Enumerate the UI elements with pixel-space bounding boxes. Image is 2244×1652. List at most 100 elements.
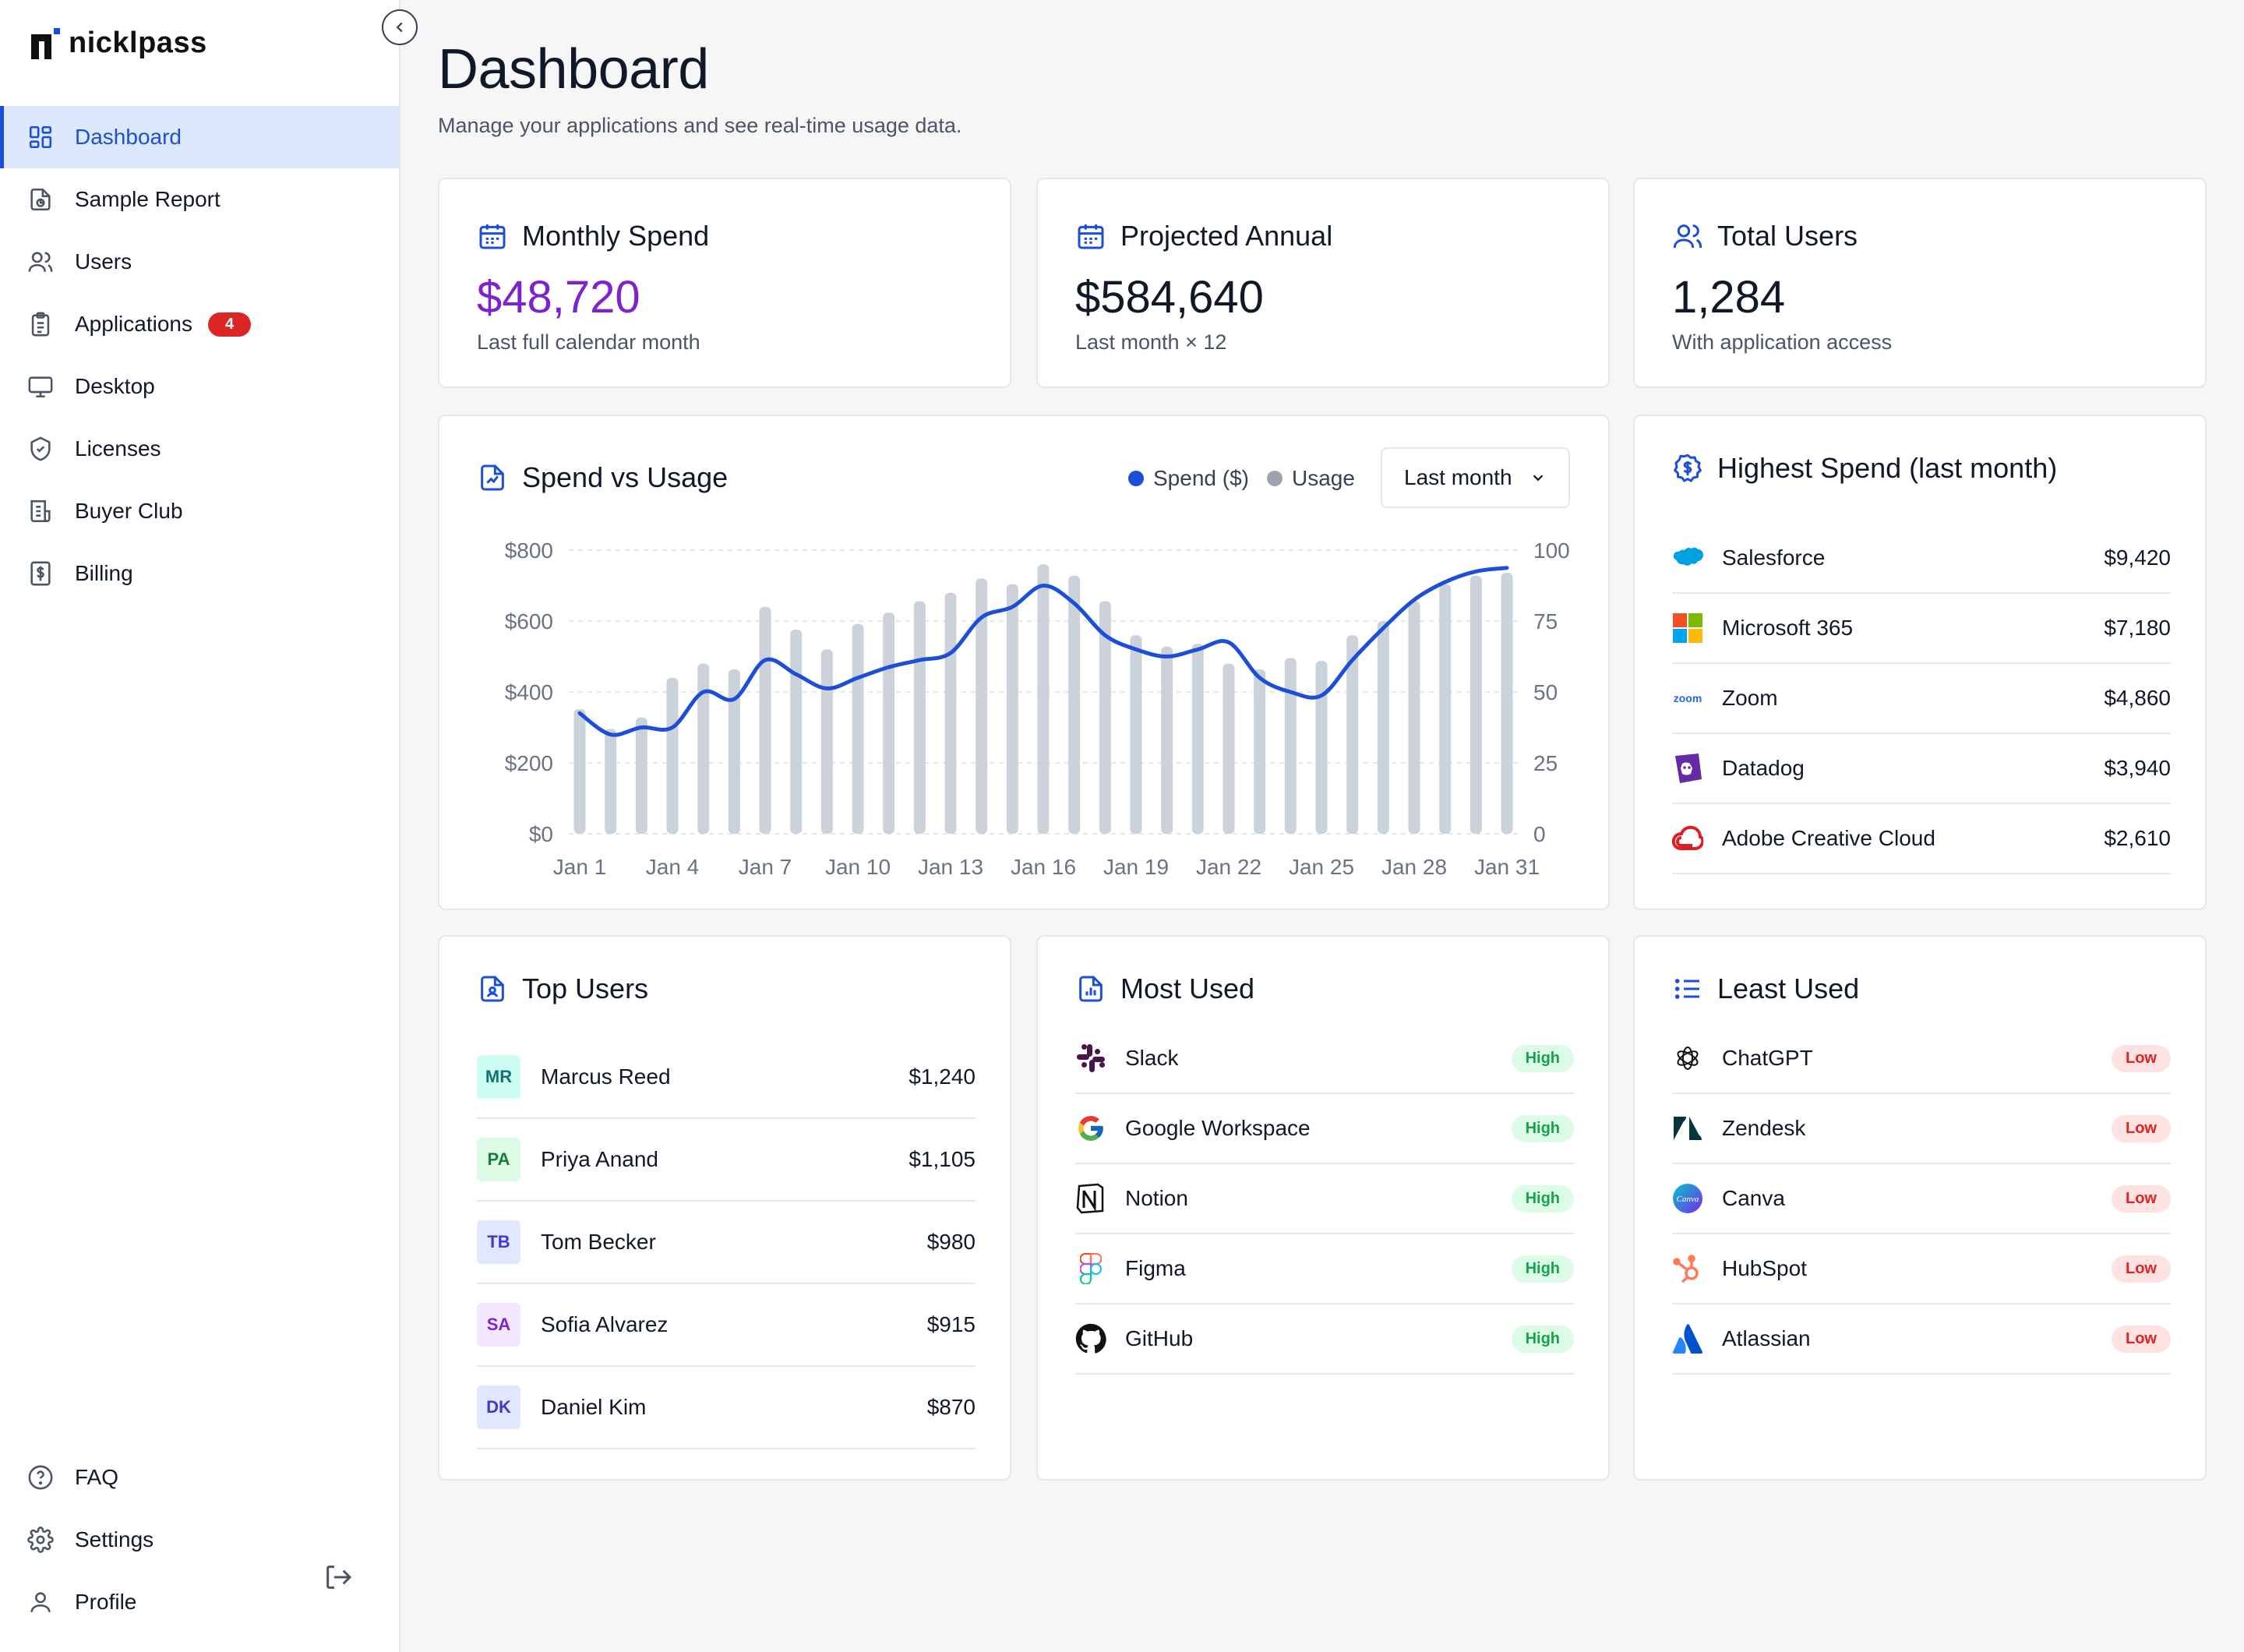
sidebar-item-settings[interactable]: Settings bbox=[0, 1509, 399, 1571]
sidebar-item-label: Licenses bbox=[75, 436, 161, 461]
usage-bar bbox=[1501, 573, 1513, 834]
sidebar-item-applications[interactable]: Applications 4 bbox=[0, 293, 399, 355]
y-left-tick-label: $200 bbox=[505, 751, 553, 775]
usage-bar bbox=[1037, 564, 1050, 834]
usage-level-badge: High bbox=[1511, 1325, 1574, 1353]
usage-level-badge: Low bbox=[2112, 1325, 2171, 1353]
stat-subtext: Last month × 12 bbox=[1075, 330, 1227, 354]
x-tick-label: Jan 7 bbox=[739, 855, 792, 879]
app-usage-row[interactable]: Figma High bbox=[1075, 1234, 1574, 1304]
stat-value: $48,720 bbox=[477, 272, 640, 323]
card-title: Top Users bbox=[477, 972, 648, 1005]
brand-logo[interactable]: nicklpass bbox=[31, 26, 207, 60]
sidebar-item-label: Settings bbox=[75, 1527, 154, 1551]
usage-bar bbox=[1470, 575, 1482, 834]
stat-value: 1,284 bbox=[1672, 272, 1786, 323]
sidebar-item-profile[interactable]: Profile bbox=[0, 1571, 399, 1633]
user-row[interactable]: PA Priya Anand $1,105 bbox=[477, 1119, 976, 1202]
svg-text:Canva: Canva bbox=[1677, 1195, 1699, 1204]
usage-bar bbox=[1223, 663, 1235, 834]
app-usage-row[interactable]: ChatGPT Low bbox=[1672, 1024, 2171, 1094]
sidebar-item-label: Users bbox=[75, 249, 132, 274]
highest-spend-row[interactable]: zoom Zoom $4,860 bbox=[1672, 664, 2171, 734]
app-usage-row[interactable]: Google Workspace High bbox=[1075, 1094, 1574, 1164]
usage-bar bbox=[976, 578, 988, 834]
logout-icon[interactable] bbox=[323, 1562, 357, 1596]
usage-level-badge: High bbox=[1511, 1044, 1574, 1072]
sidebar-item-users[interactable]: Users bbox=[0, 231, 399, 293]
app-name: Notion bbox=[1125, 1186, 1188, 1210]
sidebar-item-label: Billing bbox=[75, 561, 133, 585]
app-usage-row[interactable]: Notion High bbox=[1075, 1164, 1574, 1234]
sidebar-item-label: Dashboard bbox=[75, 125, 182, 149]
usage-level-badge: Low bbox=[2112, 1114, 2171, 1142]
app-usage-row[interactable]: GitHub High bbox=[1075, 1304, 1574, 1375]
adobe-cc-icon bbox=[1672, 823, 1703, 854]
highest-spend-card: Highest Spend (last month) Salesforce $9,… bbox=[1633, 415, 2207, 910]
usage-bar bbox=[697, 663, 710, 834]
app-usage-row[interactable]: Atlassian Low bbox=[1672, 1304, 2171, 1375]
x-tick-label: Jan 28 bbox=[1381, 855, 1447, 879]
chart-doc-icon bbox=[481, 464, 504, 491]
app-usage-row[interactable]: Canva Canva Low bbox=[1672, 1164, 2171, 1234]
user-row[interactable]: MR Marcus Reed $1,240 bbox=[477, 1036, 976, 1119]
collapse-sidebar-button[interactable] bbox=[382, 9, 418, 45]
highest-spend-row[interactable]: Adobe Creative Cloud $2,610 bbox=[1672, 804, 2171, 874]
app-name: Microsoft 365 bbox=[1722, 616, 1854, 640]
card-title: Monthly Spend bbox=[477, 220, 709, 252]
sidebar-item-label: Profile bbox=[75, 1590, 137, 1614]
usage-level-badge: Low bbox=[2112, 1044, 2171, 1072]
usage-bar bbox=[1006, 584, 1018, 834]
chatgpt-icon bbox=[1672, 1043, 1703, 1074]
salesforce-icon bbox=[1672, 542, 1703, 574]
usage-bar bbox=[944, 592, 957, 834]
sidebar-item-dashboard[interactable]: Dashboard bbox=[0, 106, 399, 168]
usage-bar bbox=[605, 729, 617, 834]
user-spend-amount: $915 bbox=[926, 1312, 976, 1336]
user-row[interactable]: TB Tom Becker $980 bbox=[477, 1202, 976, 1284]
card-title: Spend vs Usage bbox=[477, 461, 728, 494]
app-name: Canva bbox=[1722, 1186, 1785, 1210]
period-select[interactable]: Last month bbox=[1381, 447, 1570, 508]
app-usage-row[interactable]: HubSpot Low bbox=[1672, 1234, 2171, 1304]
app-usage-row[interactable]: Zendesk Low bbox=[1672, 1094, 2171, 1164]
highest-spend-row[interactable]: Datadog $3,940 bbox=[1672, 734, 2171, 804]
sidebar-item-label: Buyer Club bbox=[75, 499, 183, 523]
app-usage-row[interactable]: Slack High bbox=[1075, 1024, 1574, 1094]
user-row[interactable]: SA Sofia Alvarez $915 bbox=[477, 1284, 976, 1367]
least-used-card: Least Used ChatGPT Low Zendesk Low Canva Canv… bbox=[1633, 935, 2207, 1481]
highest-spend-row[interactable]: Salesforce $9,420 bbox=[1672, 524, 2171, 594]
usage-level-badge: High bbox=[1511, 1114, 1574, 1142]
app-name: Figma bbox=[1125, 1256, 1186, 1280]
sidebar-item-faq[interactable]: FAQ bbox=[0, 1446, 399, 1509]
canva-icon: Canva bbox=[1672, 1183, 1703, 1214]
users-icon bbox=[26, 248, 55, 276]
sidebar-item-licenses[interactable]: Licenses bbox=[0, 418, 399, 480]
app-name: Datadog bbox=[1722, 756, 1805, 780]
slack-icon bbox=[1075, 1043, 1106, 1074]
app-name: Google Workspace bbox=[1125, 1116, 1311, 1140]
notion-icon bbox=[1075, 1183, 1106, 1214]
highest-spend-row[interactable]: Microsoft 365 $7,180 bbox=[1672, 594, 2171, 664]
usage-bar bbox=[573, 708, 586, 834]
app-name: Zendesk bbox=[1722, 1116, 1806, 1140]
sidebar-item-sample-report[interactable]: Sample Report bbox=[0, 168, 399, 231]
avatar: MR bbox=[477, 1055, 520, 1099]
sidebar-item-billing[interactable]: Billing bbox=[0, 542, 399, 605]
x-tick-label: Jan 25 bbox=[1289, 855, 1354, 879]
usage-bar bbox=[1254, 669, 1266, 834]
sidebar-item-desktop[interactable]: Desktop bbox=[0, 355, 399, 418]
spend-vs-usage-card: Spend vs Usage Spend ($) Usage Last mont… bbox=[438, 415, 1610, 910]
zoom-logo-text: zoom bbox=[1673, 692, 1702, 704]
x-tick-label: Jan 31 bbox=[1474, 855, 1540, 879]
sidebar-item-buyer-club[interactable]: Buyer Club bbox=[0, 480, 399, 542]
top-users-card: Top Users MR Marcus Reed $1,240 PA Priya Ana… bbox=[438, 935, 1011, 1481]
applications-count-badge: 4 bbox=[207, 312, 252, 337]
chevron-down-icon bbox=[1533, 475, 1543, 482]
spend-amount: $7,180 bbox=[2104, 616, 2171, 640]
gear-icon bbox=[26, 1526, 55, 1554]
user-row[interactable]: DK Daniel Kim $870 bbox=[477, 1367, 976, 1449]
y-left-tick-label: $0 bbox=[529, 822, 553, 846]
receipt-icon bbox=[26, 497, 55, 525]
x-tick-label: Jan 19 bbox=[1103, 855, 1169, 879]
